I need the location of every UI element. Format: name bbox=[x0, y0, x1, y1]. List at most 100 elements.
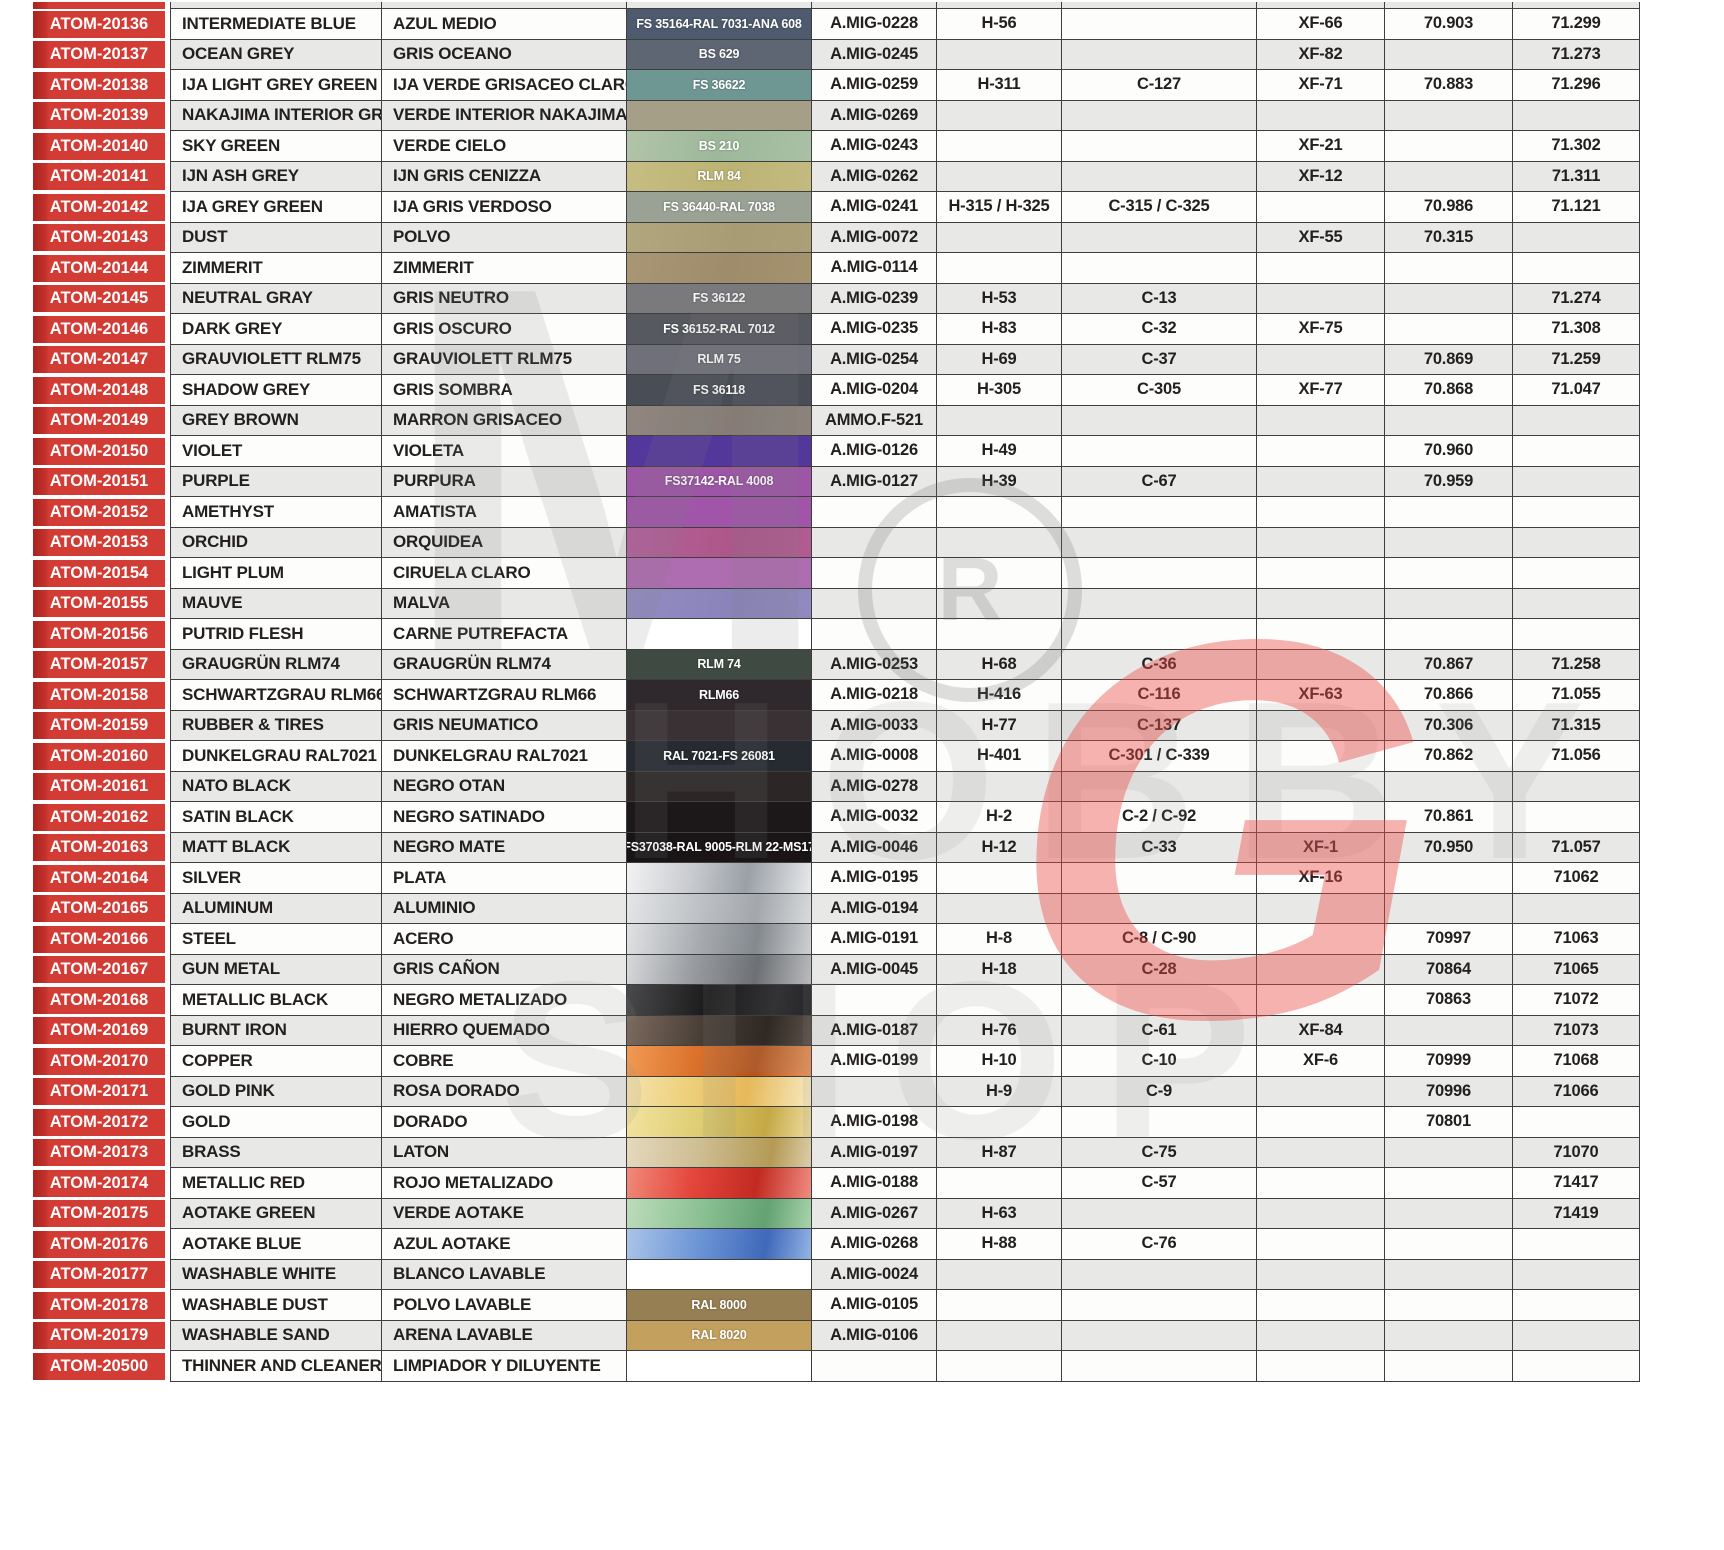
spanish-name-cell: NEGRO OTAN bbox=[382, 771, 627, 802]
code-cell: ATOM-20167 bbox=[33, 954, 170, 985]
xf-code-cell bbox=[1257, 1259, 1385, 1290]
c-code-cell: C-75 bbox=[1062, 1137, 1257, 1168]
vallejo-71-cell: 71.302 bbox=[1513, 131, 1640, 162]
atom-code-chip: ATOM-20137 bbox=[33, 41, 165, 69]
vallejo-71-cell bbox=[1513, 222, 1640, 253]
table-row: ATOM-20175 AOTAKE GREEN VERDE AOTAKE A.MIG-… bbox=[33, 1198, 1640, 1229]
c-code-cell: C-67 bbox=[1062, 466, 1257, 497]
c-code-cell bbox=[1062, 985, 1257, 1016]
amig-code-cell: A.MIG-0245 bbox=[812, 39, 937, 70]
atom-code-chip: ATOM-20155 bbox=[33, 590, 165, 618]
vallejo-71-cell bbox=[1513, 466, 1640, 497]
table-row: ATOM-20137 OCEAN GREY GRIS OCEANO BS 629 A.M… bbox=[33, 39, 1640, 70]
code-cell: ATOM-20155 bbox=[33, 588, 170, 619]
vallejo-71-cell: 71.055 bbox=[1513, 680, 1640, 711]
spanish-name-cell: COBRE bbox=[382, 1046, 627, 1077]
spanish-name-cell: LATON bbox=[382, 1137, 627, 1168]
h-code-cell bbox=[937, 1259, 1062, 1290]
h-code-cell: H-12 bbox=[937, 832, 1062, 863]
vallejo-70-cell: 70.869 bbox=[1385, 344, 1513, 375]
c-code-cell bbox=[1062, 1320, 1257, 1351]
atom-code-chip bbox=[33, 2, 165, 9]
table-row: ATOM-20177 WASHABLE WHITE BLANCO LAVABLE A.… bbox=[33, 1259, 1640, 1290]
code-cell: ATOM-20166 bbox=[33, 924, 170, 955]
partial-cell bbox=[170, 2, 382, 9]
table-row: ATOM-20169 BURNT IRON HIERRO QUEMADO A.MIG-… bbox=[33, 1015, 1640, 1046]
spanish-name-cell: POLVO bbox=[382, 222, 627, 253]
vallejo-70-cell: 70863 bbox=[1385, 985, 1513, 1016]
atom-code-chip: ATOM-20162 bbox=[33, 803, 165, 831]
h-code-cell bbox=[937, 1351, 1062, 1382]
color-swatch bbox=[627, 497, 812, 528]
vallejo-70-cell bbox=[1385, 1290, 1513, 1321]
h-code-cell: H-305 bbox=[937, 375, 1062, 406]
english-name-cell: WASHABLE DUST bbox=[170, 1290, 382, 1321]
atom-code-chip: ATOM-20175 bbox=[33, 1200, 165, 1228]
english-name-cell: SCHWARTZGRAU RLM66 bbox=[170, 680, 382, 711]
spanish-name-cell: GRAUVIOLETT RLM75 bbox=[382, 344, 627, 375]
spanish-name-cell: GRAUGRÜN RLM74 bbox=[382, 649, 627, 680]
amig-code-cell: A.MIG-0032 bbox=[812, 802, 937, 833]
atom-code-chip: ATOM-20176 bbox=[33, 1230, 165, 1258]
vallejo-71-cell: 71063 bbox=[1513, 924, 1640, 955]
atom-code-chip: ATOM-20158 bbox=[33, 681, 165, 709]
c-code-cell bbox=[1062, 619, 1257, 650]
xf-code-cell bbox=[1257, 1290, 1385, 1321]
spanish-name-cell: IJA GRIS VERDOSO bbox=[382, 192, 627, 223]
english-name-cell: STEEL bbox=[170, 924, 382, 955]
h-code-cell bbox=[937, 405, 1062, 436]
color-swatch bbox=[627, 1046, 812, 1077]
spanish-name-cell: GRIS OCEANO bbox=[382, 39, 627, 70]
amig-code-cell: A.MIG-0106 bbox=[812, 1320, 937, 1351]
h-code-cell: H-76 bbox=[937, 1015, 1062, 1046]
amig-code-cell: A.MIG-0033 bbox=[812, 710, 937, 741]
color-swatch bbox=[627, 1107, 812, 1138]
vallejo-71-cell: 71.047 bbox=[1513, 375, 1640, 406]
table-row: ATOM-20136 INTERMEDIATE BLUE AZUL MEDIO FS … bbox=[33, 9, 1640, 40]
amig-code-cell: A.MIG-0126 bbox=[812, 436, 937, 467]
vallejo-70-cell bbox=[1385, 131, 1513, 162]
code-cell: ATOM-20143 bbox=[33, 222, 170, 253]
vallejo-70-cell bbox=[1385, 588, 1513, 619]
c-code-cell bbox=[1062, 253, 1257, 284]
vallejo-70-cell: 70801 bbox=[1385, 1107, 1513, 1138]
atom-code-chip: ATOM-20136 bbox=[33, 10, 165, 38]
vallejo-71-cell bbox=[1513, 527, 1640, 558]
vallejo-70-cell: 70.861 bbox=[1385, 802, 1513, 833]
spanish-name-cell: GRIS CAÑON bbox=[382, 954, 627, 985]
vallejo-71-cell: 71.056 bbox=[1513, 741, 1640, 772]
english-name-cell: GOLD PINK bbox=[170, 1076, 382, 1107]
spanish-name-cell: IJA VERDE GRISACEO CLARO bbox=[382, 70, 627, 101]
amig-code-cell bbox=[812, 497, 937, 528]
atom-code-chip: ATOM-20164 bbox=[33, 864, 165, 892]
c-code-cell bbox=[1062, 436, 1257, 467]
h-code-cell bbox=[937, 1168, 1062, 1199]
xf-code-cell bbox=[1257, 436, 1385, 467]
vallejo-70-cell bbox=[1385, 771, 1513, 802]
table-row: ATOM-20151 PURPLE PURPURA FS37142-RAL 4008 A… bbox=[33, 466, 1640, 497]
vallejo-71-cell: 71.315 bbox=[1513, 710, 1640, 741]
h-code-cell bbox=[937, 771, 1062, 802]
atom-code-chip: ATOM-20140 bbox=[33, 132, 165, 160]
xf-code-cell: XF-16 bbox=[1257, 863, 1385, 894]
table-row: ATOM-20149 GREY BROWN MARRON GRISACEO AMMO.… bbox=[33, 405, 1640, 436]
spanish-name-cell: VERDE AOTAKE bbox=[382, 1198, 627, 1229]
table-row: ATOM-20155 MAUVE MALVA bbox=[33, 588, 1640, 619]
vallejo-71-cell: 71.296 bbox=[1513, 70, 1640, 101]
atom-code-chip: ATOM-20161 bbox=[33, 773, 165, 801]
xf-code-cell bbox=[1257, 588, 1385, 619]
vallejo-70-cell: 70.862 bbox=[1385, 741, 1513, 772]
code-cell: ATOM-20179 bbox=[33, 1320, 170, 1351]
h-code-cell: H-8 bbox=[937, 924, 1062, 955]
vallejo-70-cell: 70.960 bbox=[1385, 436, 1513, 467]
color-swatch: RLM 75 bbox=[627, 344, 812, 375]
vallejo-71-cell: 71.057 bbox=[1513, 832, 1640, 863]
xf-code-cell bbox=[1257, 1198, 1385, 1229]
english-name-cell: DUNKELGRAU RAL7021 bbox=[170, 741, 382, 772]
english-name-cell: BRASS bbox=[170, 1137, 382, 1168]
h-code-cell bbox=[937, 1320, 1062, 1351]
color-swatch: RLM66 bbox=[627, 680, 812, 711]
spanish-name-cell: DORADO bbox=[382, 1107, 627, 1138]
english-name-cell: SKY GREEN bbox=[170, 131, 382, 162]
